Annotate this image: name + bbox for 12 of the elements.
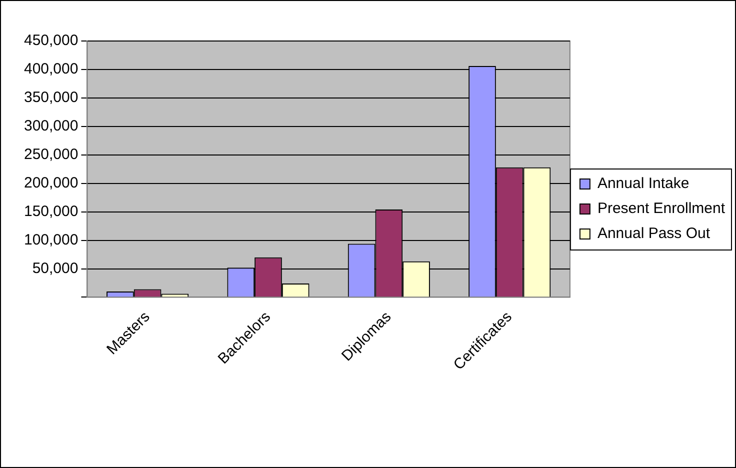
y-tick-label: 100,000 [24, 231, 78, 248]
y-tick-label: 400,000 [24, 60, 78, 78]
legend-label: Annual Intake [597, 175, 690, 192]
y-tick-label: 50,000 [32, 260, 78, 277]
y-tick-label: 250,000 [24, 146, 78, 164]
legend-label: Annual Pass Out [597, 225, 711, 242]
y-tick-label: 200,000 [24, 174, 78, 192]
legend-label: Present Enrollment [597, 200, 726, 218]
y-tick-label: 450,000 [24, 32, 78, 50]
y-tick-label: 300,000 [24, 118, 78, 135]
y-tick-label: 150,000 [24, 202, 78, 220]
y-tick-label: 350,000 [24, 89, 78, 106]
